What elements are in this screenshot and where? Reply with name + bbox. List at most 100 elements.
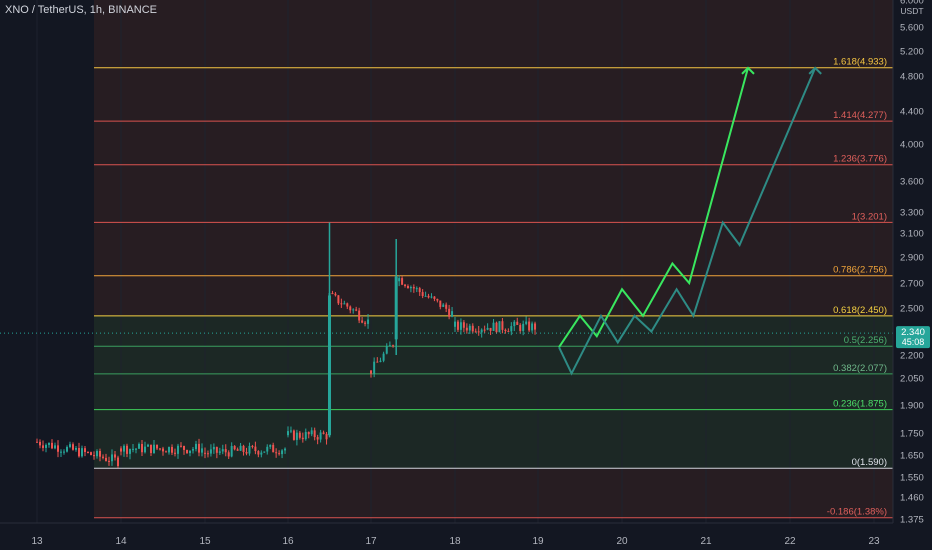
candle-body [325,433,328,440]
fib-label: 1.618(4.933) [833,57,887,68]
candle-body [313,430,316,438]
candle-body [93,455,95,457]
candle-body [310,430,313,435]
candle-body [424,295,427,297]
candle-body [364,322,367,324]
candle-body [150,444,152,454]
candle-body [307,432,310,435]
candle-body [406,285,409,289]
candle-body [418,288,421,293]
candle-body [126,445,128,454]
candle-body [427,295,430,298]
price-tick-label: 4.800 [900,72,924,83]
candle-body [361,320,364,323]
time-tick-label: 19 [532,536,544,547]
price-tick-label: 1.550 [900,473,924,484]
candle-body [295,432,298,440]
time-tick-label: 22 [784,536,796,547]
projection-path-dim [558,67,817,376]
candle-body [204,452,206,454]
candle-body [153,444,155,454]
candle-body [316,437,319,440]
candle-body [218,451,221,453]
fib-label: 1(3.201) [852,211,887,222]
candle-body [201,448,203,453]
price-tick-label: 2.500 [900,304,924,315]
candle-body [254,446,257,452]
candle-body [99,450,101,457]
candle-body [120,448,122,452]
fib-zone [94,121,893,165]
time-tick-label: 15 [199,536,211,547]
price-tick-label: 5.200 [900,47,924,58]
candle-body [272,444,275,453]
candle-body [117,457,119,466]
current-price-badge [896,326,930,349]
candle-body [168,447,170,453]
time-axis [0,523,932,550]
candle-body [401,278,404,285]
candle-body [346,303,349,307]
candle-body [451,311,454,317]
candle-body [516,321,519,325]
candle-body [75,447,77,450]
candle-body [72,444,74,450]
candle-body [398,278,401,282]
candle-body [138,444,140,449]
chart-title: XNO / TetherUS, 1h, BINANCE [5,4,158,16]
candle-body [358,310,361,321]
candle-body [471,325,474,332]
candle-body [275,452,278,454]
projection-path-bright [558,67,749,348]
candle-body [242,445,245,452]
price-tick-label: 1.375 [900,515,924,526]
fib-label: 0.382(2.077) [833,363,887,374]
fib-zone [94,409,893,469]
fib-zone [94,222,893,276]
candle-body [498,321,501,333]
candle-body [385,346,388,354]
candle-body [156,444,158,449]
candle-body [192,449,194,451]
candle-body [289,430,292,432]
time-tick-label: 14 [115,536,127,547]
candle-body [132,448,134,450]
price-tick-label: 1.750 [900,429,924,440]
candle-body [260,452,263,455]
candle-body [209,449,212,454]
candle-body [114,454,116,458]
candle-body [439,300,442,307]
price-tick-label: 3.600 [900,177,924,188]
candle-body [206,453,209,455]
candle-body [459,322,462,330]
candle-body [522,323,525,331]
candle-body [69,444,71,447]
candle-body [198,443,200,453]
candle-body [415,288,418,290]
price-tick-label: 3.300 [900,208,924,219]
candle-body [165,451,167,453]
time-tick-label: 21 [700,536,712,547]
candle-body [105,457,107,461]
time-tick-label: 20 [616,536,628,547]
price-tick-label: 2.900 [900,253,924,264]
candle-body [221,449,224,452]
candle-body [319,432,322,440]
price-tick-label: 2.700 [900,279,924,290]
candle-body [263,451,266,453]
candle-body [433,296,436,299]
candle-body [492,322,495,331]
candle-body [454,321,456,327]
candle-body [304,432,307,440]
candle-body [90,452,92,456]
candle-body [266,446,269,452]
candle-body [343,303,346,305]
price-tick-label: 4.400 [900,107,924,118]
candle-body [349,306,352,311]
price-tick-label: 3.100 [900,229,924,240]
candle-body [334,293,337,296]
candle-body [81,448,83,457]
fib-zone [94,275,893,316]
candle-body [129,449,131,454]
